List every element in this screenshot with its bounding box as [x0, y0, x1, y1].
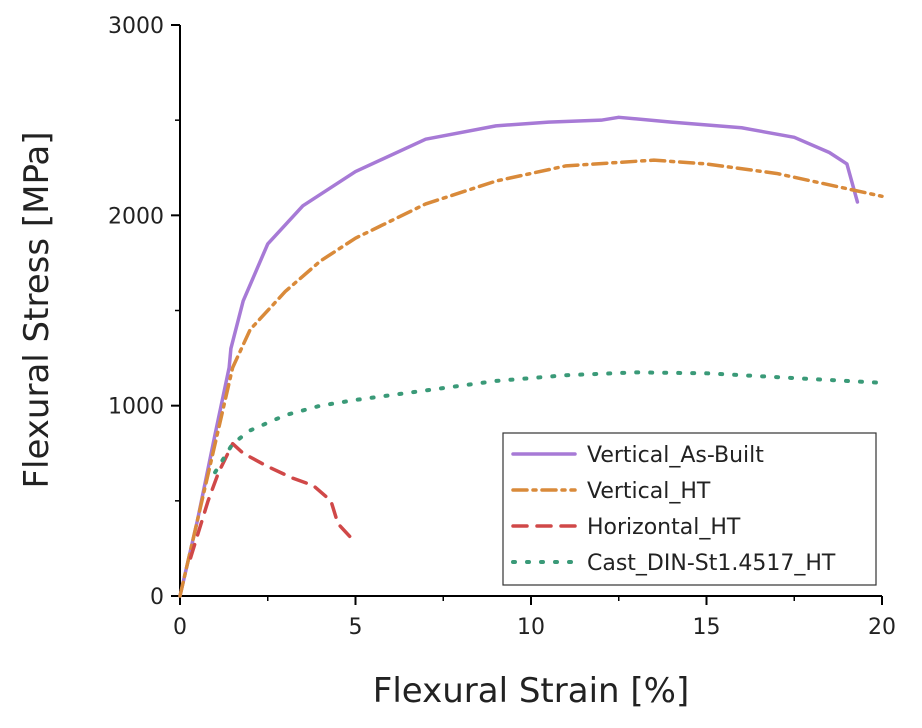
x-tick-label: 20 — [868, 615, 896, 640]
x-tick-label: 15 — [693, 615, 721, 640]
y-tick-label: 2000 — [108, 204, 164, 229]
legend: Vertical_As-Built Vertical_HT Horizontal_H… — [502, 432, 877, 586]
y-axis-label: Flexural Stress [MPa] — [17, 131, 57, 488]
x-tick-label: 0 — [173, 615, 187, 640]
x-tick-label: 10 — [517, 615, 545, 640]
series-line-horizontal-ht — [188, 441, 354, 560]
y-tick-label: 1000 — [108, 395, 164, 420]
series-line-vertical-ht — [178, 158, 884, 598]
legend-label: Vertical_As-Built — [587, 443, 764, 468]
y-tick-label: 3000 — [108, 14, 164, 39]
legend-label: Cast_DIN-St1.4517_HT — [587, 551, 836, 576]
x-tick-label: 5 — [349, 615, 363, 640]
legend-label: Horizontal_HT — [587, 515, 741, 540]
legend-box — [502, 432, 877, 586]
series-lines — [178, 115, 884, 598]
legend-label: Vertical_HT — [587, 479, 711, 504]
series-line-vertical-as-built — [178, 115, 860, 598]
y-tick-label: 0 — [150, 585, 164, 610]
axes: 0 5 10 15 20 0 1000 2000 3000 — [108, 14, 896, 640]
x-axis-label: Flexural Strain [%] — [373, 671, 689, 711]
series-line-cast-din-st1-4517-ht — [213, 370, 884, 475]
